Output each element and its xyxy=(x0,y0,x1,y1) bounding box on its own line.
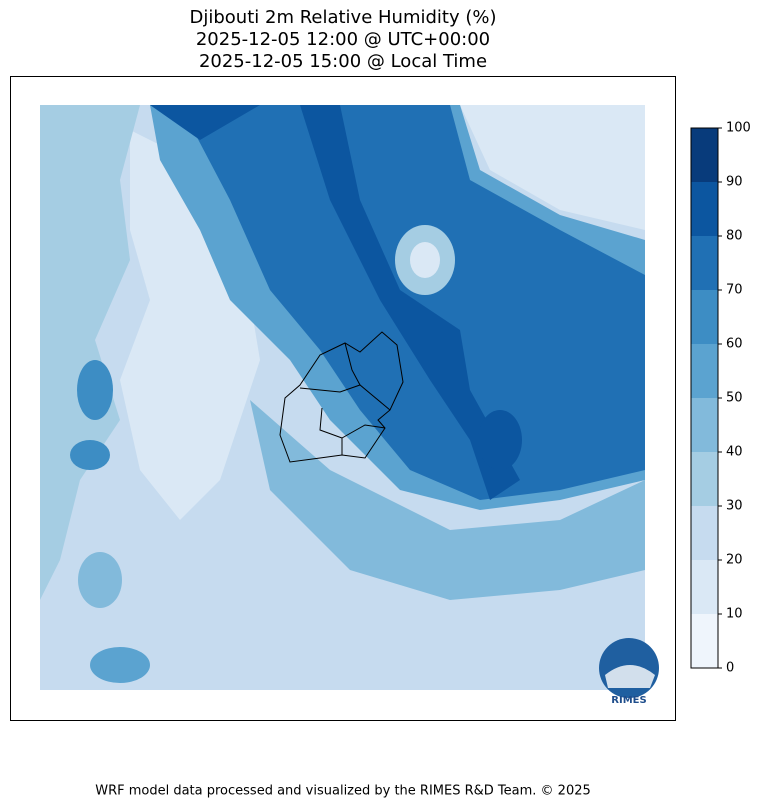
field-band xyxy=(250,400,645,600)
colorbar-tick-label: 60 xyxy=(726,337,743,352)
footer: WRF model data processed and visualized … xyxy=(95,784,591,799)
colorbar-segment xyxy=(691,290,718,344)
title-line: Djibouti 2m Relative Humidity (%) xyxy=(190,7,497,28)
colorbar-tick-label: 10 xyxy=(726,607,743,622)
field-band xyxy=(150,105,260,140)
colorbar-tick-label: 70 xyxy=(726,283,743,298)
title-line: 2025-12-05 12:00 @ UTC+00:00 xyxy=(196,29,490,50)
colorbar-segment xyxy=(691,236,718,290)
colorbar-segment xyxy=(691,128,718,182)
logo-text: RIMES xyxy=(611,695,646,706)
field-blob xyxy=(70,440,110,470)
colorbar-segment xyxy=(691,452,718,506)
colorbar-tick-label: 90 xyxy=(726,175,743,190)
field-blob xyxy=(77,360,113,420)
field-blob xyxy=(478,410,522,470)
field-light xyxy=(120,130,260,520)
title-line: 2025-12-05 15:00 @ Local Time xyxy=(199,51,487,72)
border xyxy=(341,424,386,439)
border xyxy=(279,331,404,463)
border xyxy=(344,342,361,386)
field-band xyxy=(300,105,520,500)
colorbar-segment xyxy=(691,398,718,452)
map-field xyxy=(40,105,645,690)
colorbar-segment xyxy=(691,560,718,614)
field-blob xyxy=(78,552,122,608)
colorbar-tick-label: 20 xyxy=(726,553,743,568)
field-blob xyxy=(90,647,150,683)
colorbar-tick-label: 50 xyxy=(726,391,743,406)
border xyxy=(319,407,343,455)
colorbar-segment xyxy=(691,614,718,668)
colorbar: 0 10 20 30 40 50 60 70 80 90 100 xyxy=(690,121,751,676)
colorbar-segment xyxy=(691,344,718,398)
field-blob xyxy=(410,242,440,278)
country-borders xyxy=(279,331,404,463)
logo-wave xyxy=(605,665,655,688)
colorbar-tick-label: 100 xyxy=(726,121,751,136)
colorbar-tick-label: 40 xyxy=(726,445,743,460)
colorbar-tick-label: 80 xyxy=(726,229,743,244)
colorbar-segment xyxy=(691,182,718,236)
colorbar-tick-label: 30 xyxy=(726,499,743,514)
field-light xyxy=(460,105,645,230)
colorbar-tick-label: 0 xyxy=(726,661,734,676)
colorbar-segment xyxy=(691,506,718,560)
field-band xyxy=(40,105,140,600)
logo: RIMES xyxy=(599,638,659,706)
